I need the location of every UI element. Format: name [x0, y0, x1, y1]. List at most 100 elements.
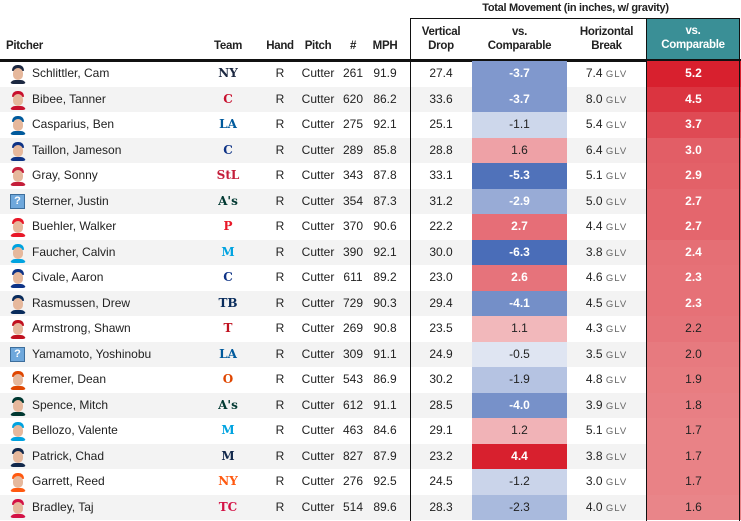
- horizontal-vs-comparable: 1.7: [646, 418, 741, 444]
- hand: R: [275, 142, 285, 157]
- team-logo-icon: M: [221, 448, 235, 463]
- horizontal-break: 5.0 GLV: [567, 189, 646, 215]
- col-vertical-drop[interactable]: Vertical Drop: [410, 25, 472, 53]
- table-row[interactable]: Armstrong, Shawn T R Cutter 269 90.8 23.…: [0, 316, 741, 342]
- horizontal-break: 5.1 GLV: [567, 418, 646, 444]
- table-row[interactable]: Spence, Mitch A's R Cutter 612 91.1 28.5…: [0, 392, 741, 419]
- team-logo-icon: LA: [219, 117, 237, 131]
- hand: R: [275, 193, 285, 208]
- horizontal-break: 4.6 GLV: [567, 265, 646, 291]
- pitcher-name[interactable]: Bellozo, Valente: [32, 423, 118, 437]
- table-row[interactable]: Taillon, Jameson C R Cutter 289 85.8 28.…: [0, 137, 741, 163]
- pitcher-name[interactable]: Casparius, Ben: [32, 117, 115, 131]
- horizontal-break: 3.0 GLV: [567, 469, 646, 495]
- pitch-type: Cutter: [301, 168, 335, 182]
- unit-label: GLV: [605, 375, 628, 386]
- table-row[interactable]: Faucher, Calvin M R Cutter 390 92.1 30.0…: [0, 239, 741, 265]
- col-horizontal-break[interactable]: Horizontal Break: [567, 25, 646, 53]
- col-horizontal-vs-comparable[interactable]: vs. Comparable: [647, 19, 739, 59]
- table-row[interactable]: Bradley, Taj TC R Cutter 514 89.6 28.3 -…: [0, 494, 741, 520]
- col-pitch[interactable]: Pitch: [304, 40, 332, 52]
- col-count[interactable]: #: [349, 40, 357, 52]
- horizontal-vs-comparable: 2.3: [646, 265, 741, 291]
- pitch-type: Cutter: [301, 321, 335, 335]
- pitcher-name[interactable]: Armstrong, Shawn: [32, 321, 131, 335]
- table-row[interactable]: Bellozo, Valente M R Cutter 463 84.6 29.…: [0, 418, 741, 444]
- unit-label: GLV: [605, 349, 628, 361]
- table-row[interactable]: Patrick, Chad M R Cutter 827 87.9 23.2 4…: [0, 443, 741, 469]
- pitch-count: 729: [342, 295, 364, 310]
- pitcher-photo: [10, 319, 26, 339]
- pitcher-name[interactable]: Bradley, Taj: [32, 499, 94, 514]
- vertical-vs-comparable: -1.1: [472, 112, 567, 138]
- pitcher-name[interactable]: Civale, Aaron: [32, 270, 104, 284]
- team-logo-icon: NY: [218, 66, 238, 80]
- pitcher-photo: [10, 90, 26, 110]
- table-row[interactable]: Casparius, Ben LA R Cutter 275 92.1 25.1…: [0, 112, 741, 138]
- col-pitcher[interactable]: Pitcher: [6, 40, 43, 52]
- value: 3.8: [585, 244, 603, 259]
- pitcher-name[interactable]: Gray, Sonny: [32, 168, 98, 182]
- pitcher-name[interactable]: Kremer, Dean: [32, 372, 107, 386]
- vertical-drop: 30.0: [429, 244, 453, 259]
- vertical-vs-comparable: -5.3: [472, 163, 567, 189]
- pitcher-name[interactable]: Faucher, Calvin: [32, 244, 116, 259]
- table-row[interactable]: Garrett, Reed NY R Cutter 276 92.5 24.5 …: [0, 469, 741, 495]
- vertical-drop: 24.5: [429, 474, 453, 488]
- pitcher-name[interactable]: Rasmussen, Drew: [32, 295, 131, 310]
- hand: R: [275, 474, 285, 488]
- hand: R: [275, 270, 285, 284]
- table-row[interactable]: Schlittler, Cam NY R Cutter 261 91.9 27.…: [0, 61, 741, 87]
- pitcher-name[interactable]: Spence, Mitch: [32, 397, 109, 412]
- pitcher-name[interactable]: Yamamoto, Yoshinobu: [32, 346, 152, 361]
- value: 3.5: [585, 346, 603, 361]
- pitcher-name[interactable]: Patrick, Chad: [32, 448, 105, 463]
- horizontal-vs-comparable: 3.0: [646, 137, 741, 163]
- unit-label: GLV: [605, 477, 628, 488]
- unit-label: GLV: [605, 222, 628, 233]
- pitcher-photo: [10, 396, 26, 416]
- pitcher-name[interactable]: Bibee, Tanner: [32, 91, 106, 106]
- unit-label: GLV: [605, 94, 628, 106]
- table-row[interactable]: Bibee, Tanner C R Cutter 620 86.2 33.6 -…: [0, 86, 741, 112]
- table-row[interactable]: Civale, Aaron C R Cutter 611 89.2 23.0 2…: [0, 265, 741, 291]
- hand: R: [275, 117, 285, 131]
- value: 4.5: [585, 295, 603, 310]
- pitch-count: 543: [342, 372, 364, 386]
- pitcher-name[interactable]: Buehler, Walker: [32, 219, 117, 233]
- vertical-vs-comparable: 2.7: [472, 214, 567, 240]
- unit-label: GLV: [605, 171, 628, 182]
- col-hand[interactable]: Hand: [266, 40, 294, 52]
- pitcher-name[interactable]: Sterner, Justin: [32, 193, 109, 208]
- horizontal-vs-comparable: 1.7: [646, 469, 741, 495]
- table-row[interactable]: ? Sterner, Justin A's R Cutter 354 87.3 …: [0, 188, 741, 215]
- vertical-vs-comparable: 4.4: [472, 443, 567, 469]
- col-team[interactable]: Team: [214, 40, 242, 52]
- value: 3.9: [585, 397, 603, 412]
- table-row[interactable]: Buehler, Walker P R Cutter 370 90.6 22.2…: [0, 214, 741, 240]
- mph: 86.9: [373, 372, 397, 386]
- horizontal-break: 3.9 GLV: [567, 393, 646, 419]
- pitcher-name[interactable]: Garrett, Reed: [32, 474, 105, 488]
- table-header: Pitcher Team Hand Pitch # MPH Vertical Dr…: [0, 18, 741, 62]
- table-row[interactable]: Kremer, Dean O R Cutter 543 86.9 30.2 -1…: [0, 367, 741, 393]
- vertical-vs-comparable: 2.6: [472, 265, 567, 291]
- col-vertical-vs-comparable[interactable]: vs. Comparable: [472, 25, 567, 53]
- pitch-type: Cutter: [301, 66, 335, 80]
- table-row[interactable]: Gray, Sonny StL R Cutter 343 87.8 33.1 -…: [0, 163, 741, 189]
- col-mph[interactable]: MPH: [372, 40, 398, 52]
- hand: R: [275, 423, 285, 437]
- unknown-photo-icon: ?: [10, 346, 25, 362]
- pitch-count: 309: [342, 346, 364, 361]
- vertical-vs-comparable: -3.7: [472, 61, 567, 87]
- pitcher-name[interactable]: Schlittler, Cam: [32, 66, 110, 80]
- table-row[interactable]: ? Yamamoto, Yoshinobu LA R Cutter 309 91…: [0, 341, 741, 367]
- label: Horizontal: [579, 26, 634, 38]
- unit-label: GLV: [605, 145, 628, 157]
- hand: R: [275, 346, 285, 361]
- value: 4.8: [585, 372, 603, 386]
- pitcher-name[interactable]: Taillon, Jameson: [32, 142, 122, 157]
- unit-label: GLV: [605, 196, 628, 208]
- table-row[interactable]: Rasmussen, Drew TB R Cutter 729 90.3 29.…: [0, 290, 741, 316]
- hand: R: [275, 499, 285, 514]
